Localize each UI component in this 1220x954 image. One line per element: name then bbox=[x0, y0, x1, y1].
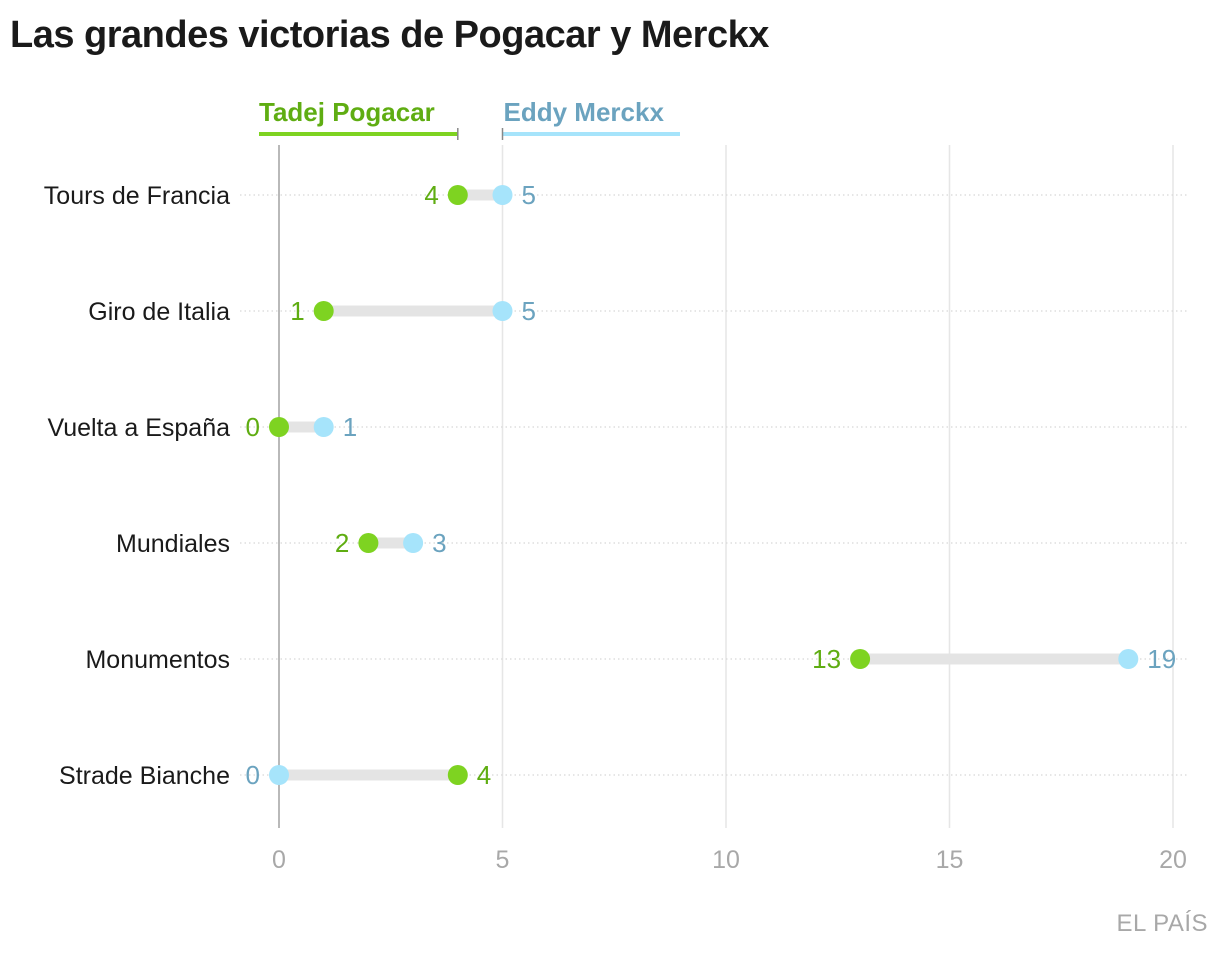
legend: Tadej Pogacar Eddy Merckx bbox=[259, 97, 680, 140]
marker-merckx bbox=[269, 765, 289, 785]
row-0: Tours de Francia 4 5 bbox=[44, 180, 1188, 210]
marker-merckx bbox=[403, 533, 424, 553]
source-label: EL PAÍS bbox=[1116, 910, 1208, 937]
value-label-merckx: 5 bbox=[522, 296, 536, 326]
category-label: Strade Bianche bbox=[59, 762, 230, 790]
category-label: Vuelta a España bbox=[47, 414, 230, 442]
category-label: Mundiales bbox=[116, 530, 230, 558]
value-label-merckx: 5 bbox=[522, 180, 536, 210]
value-label-merckx: 0 bbox=[246, 760, 260, 790]
row-5: Strade Bianche 4 0 bbox=[59, 760, 1188, 790]
marker-pogacar bbox=[358, 533, 379, 553]
legend-label-merckx: Eddy Merckx bbox=[504, 97, 665, 127]
marker-merckx bbox=[492, 185, 513, 205]
marker-pogacar bbox=[313, 301, 334, 321]
value-label-pogacar: 2 bbox=[335, 528, 349, 558]
x-tick-label: 15 bbox=[936, 846, 964, 874]
marker-pogacar bbox=[447, 765, 468, 785]
row-4: Monumentos 13 19 bbox=[85, 644, 1188, 674]
marker-pogacar bbox=[447, 185, 468, 205]
row-3: Mundiales 2 3 bbox=[116, 528, 1188, 558]
row-1: Giro de Italia 1 5 bbox=[88, 296, 1188, 326]
category-label: Giro de Italia bbox=[88, 298, 230, 326]
grid-layer bbox=[278, 145, 1174, 828]
value-label-pogacar: 0 bbox=[246, 412, 260, 442]
value-label-pogacar: 13 bbox=[812, 644, 841, 674]
value-label-merckx: 1 bbox=[343, 412, 357, 442]
category-label: Monumentos bbox=[85, 646, 230, 674]
marker-merckx bbox=[1118, 649, 1139, 669]
x-tick-label: 20 bbox=[1159, 846, 1187, 874]
legend-label-pogacar: Tadej Pogacar bbox=[259, 97, 435, 127]
marker-merckx bbox=[492, 301, 513, 321]
x-tick-label: 0 bbox=[272, 846, 286, 874]
value-label-pogacar: 1 bbox=[290, 296, 304, 326]
marker-pogacar bbox=[269, 417, 289, 437]
category-label: Tours de Francia bbox=[44, 182, 230, 210]
value-label-pogacar: 4 bbox=[477, 760, 491, 790]
x-axis: 0 5 10 15 20 bbox=[272, 846, 1187, 874]
value-label-merckx: 19 bbox=[1147, 644, 1176, 674]
marker-pogacar bbox=[850, 649, 871, 669]
value-label-pogacar: 4 bbox=[424, 180, 438, 210]
rows-layer: Tours de Francia 4 5 Giro de Italia 1 5 Vuelta… bbox=[44, 180, 1188, 790]
chart-title: Las grandes victorias de Pogacar y Merck… bbox=[10, 14, 769, 56]
x-tick-label: 5 bbox=[496, 846, 510, 874]
row-2: Vuelta a España 0 1 bbox=[47, 412, 1188, 442]
value-label-merckx: 3 bbox=[432, 528, 446, 558]
marker-merckx bbox=[313, 417, 334, 437]
x-tick-label: 10 bbox=[712, 846, 740, 874]
